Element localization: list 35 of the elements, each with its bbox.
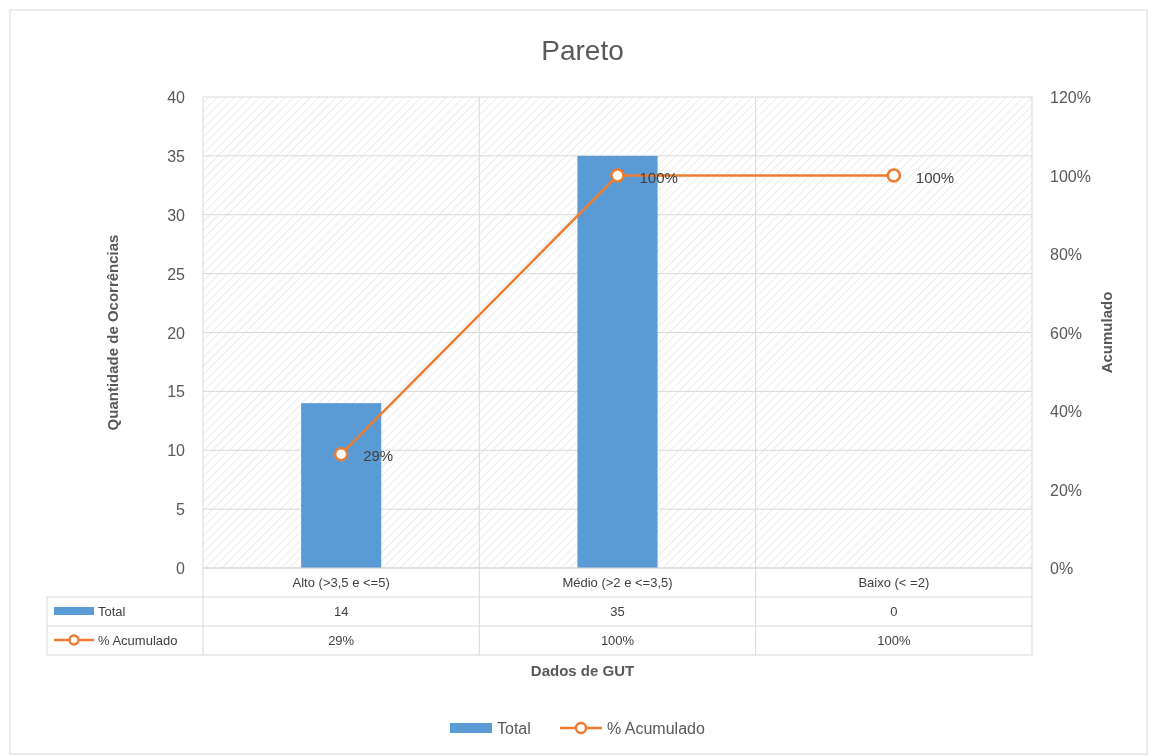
- y2-tick-label: 120%: [1050, 89, 1091, 106]
- x-axis-title: Dados de GUT: [530, 662, 635, 679]
- data-label: 100%: [877, 633, 911, 648]
- data-label: 35: [610, 604, 625, 619]
- y2-tick-label: 100%: [1050, 167, 1091, 185]
- y-tick-label: 30: [167, 206, 186, 224]
- data-label: 14: [333, 604, 349, 619]
- data-label: 100%: [600, 633, 635, 648]
- legend-label: Total: [497, 720, 531, 737]
- legend-label: % Acumulado: [98, 633, 178, 648]
- x-tick-label: Médio (>2 e <=3,5): [562, 575, 673, 590]
- y2-tick-label: 80%: [1050, 246, 1083, 263]
- y2-tick-label: 0%: [1050, 560, 1074, 577]
- data-label: 0: [890, 604, 898, 619]
- text: 100%: [915, 168, 955, 186]
- chart-title: Pareto: [541, 35, 624, 66]
- y-tick-label: 10: [167, 442, 186, 460]
- text: 100%: [639, 168, 678, 186]
- x-tick-label: Baixo (< =2): [858, 575, 930, 590]
- y-tick-label: 25: [167, 265, 186, 283]
- y-tick-label: 35: [167, 147, 186, 165]
- x-tick-label: Alto (>3,5 e <=5): [292, 575, 390, 590]
- data-label: 29%: [328, 633, 355, 648]
- y2-tick-label: 40%: [1050, 403, 1083, 420]
- text: % Acumulado: [607, 720, 705, 737]
- y2-tick-label: 60%: [1050, 324, 1083, 342]
- y-tick-label: 20: [167, 324, 186, 342]
- y-axis-title: Quantidade de Ocorrências: [104, 234, 121, 431]
- y-tick-label: 40: [167, 89, 186, 106]
- y-tick-label: 0: [176, 560, 186, 577]
- y2-tick-label: 20%: [1050, 481, 1083, 499]
- y-tick-label: 15: [167, 383, 186, 401]
- text: Total: [98, 604, 126, 619]
- y2-axis-title: Acumulado: [1098, 291, 1115, 374]
- y-tick-label: 5: [176, 501, 186, 519]
